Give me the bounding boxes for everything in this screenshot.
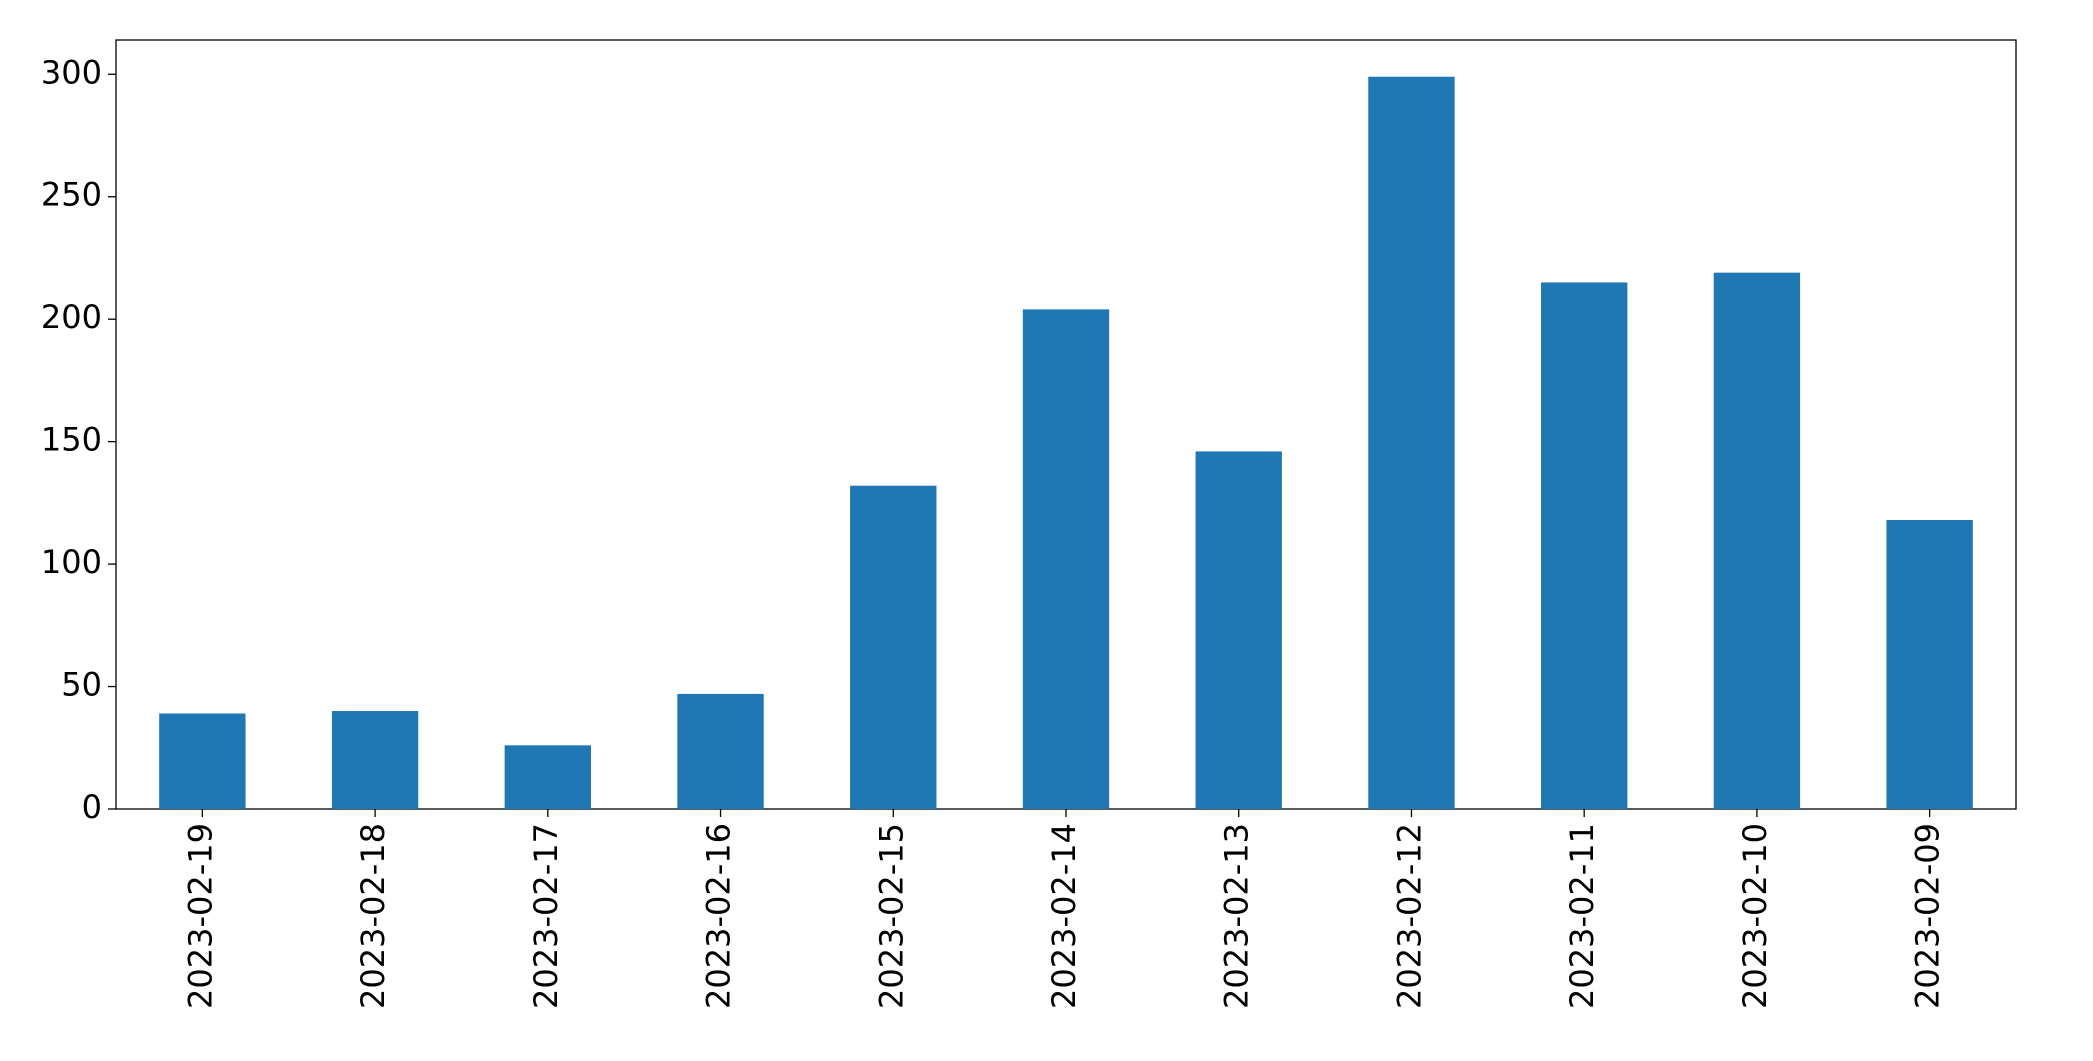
x-tick-label: 2023-02-15	[872, 823, 910, 1009]
y-tick-label: 50	[61, 666, 102, 704]
bar	[1368, 76, 1455, 810]
bar	[1713, 272, 1801, 809]
y-tick-label: 200	[41, 298, 102, 336]
x-tick-label: 2023-02-18	[354, 823, 392, 1009]
x-tick-label: 2023-02-16	[700, 823, 738, 1009]
bar	[1541, 282, 1628, 809]
bar	[331, 711, 419, 809]
bar	[504, 745, 591, 809]
bar	[1022, 309, 1110, 809]
x-tick-label: 2023-02-14	[1045, 823, 1083, 1009]
x-tick-label: 2023-02-12	[1390, 823, 1428, 1009]
x-tick-label: 2023-02-11	[1563, 823, 1601, 1009]
y-tick-label: 250	[41, 176, 102, 214]
bar	[159, 713, 246, 809]
y-tick-label: 300	[41, 53, 102, 91]
bar	[677, 693, 764, 809]
y-tick-label: 100	[41, 543, 102, 581]
y-tick-label: 150	[41, 421, 102, 459]
bar	[1195, 451, 1282, 809]
x-tick-label: 2023-02-10	[1736, 823, 1774, 1009]
bar	[850, 485, 937, 809]
x-tick-label: 2023-02-09	[1909, 823, 1947, 1009]
y-tick-label: 0	[82, 788, 102, 826]
x-tick-label: 2023-02-19	[181, 823, 219, 1009]
bar	[1886, 520, 1973, 809]
x-tick-label: 2023-02-17	[527, 823, 565, 1009]
x-tick-label: 2023-02-13	[1218, 823, 1256, 1009]
